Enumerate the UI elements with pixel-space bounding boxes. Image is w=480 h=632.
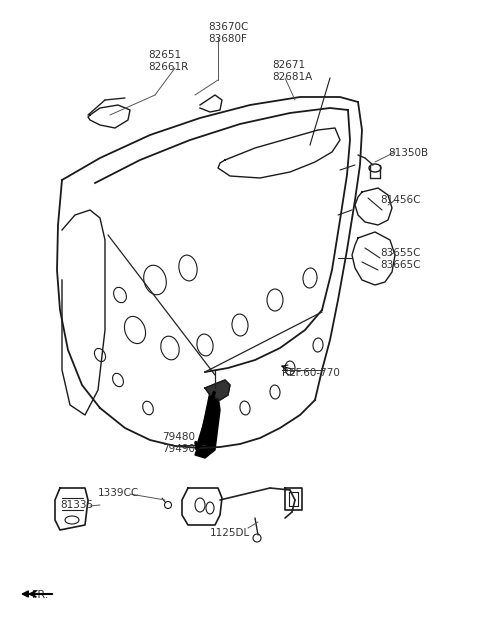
Text: 1339CC: 1339CC: [98, 488, 139, 498]
Text: 81350B: 81350B: [388, 148, 428, 158]
Polygon shape: [195, 390, 220, 458]
Text: 82661R: 82661R: [148, 62, 188, 72]
Text: 79480: 79480: [162, 432, 195, 442]
Text: 1125DL: 1125DL: [210, 528, 250, 538]
Text: 82651: 82651: [148, 50, 181, 60]
Text: FR.: FR.: [32, 590, 49, 600]
Text: 79490: 79490: [162, 444, 195, 454]
Text: 82671: 82671: [272, 60, 305, 70]
Text: 83670C: 83670C: [208, 22, 248, 32]
Text: 81456C: 81456C: [380, 195, 420, 205]
Text: 83655C: 83655C: [380, 248, 420, 258]
Polygon shape: [205, 380, 230, 400]
Text: REF.60-770: REF.60-770: [282, 368, 340, 378]
Text: 83680F: 83680F: [208, 34, 247, 44]
Text: 81335: 81335: [60, 500, 93, 510]
Text: 82681A: 82681A: [272, 72, 312, 82]
Text: 83665C: 83665C: [380, 260, 420, 270]
